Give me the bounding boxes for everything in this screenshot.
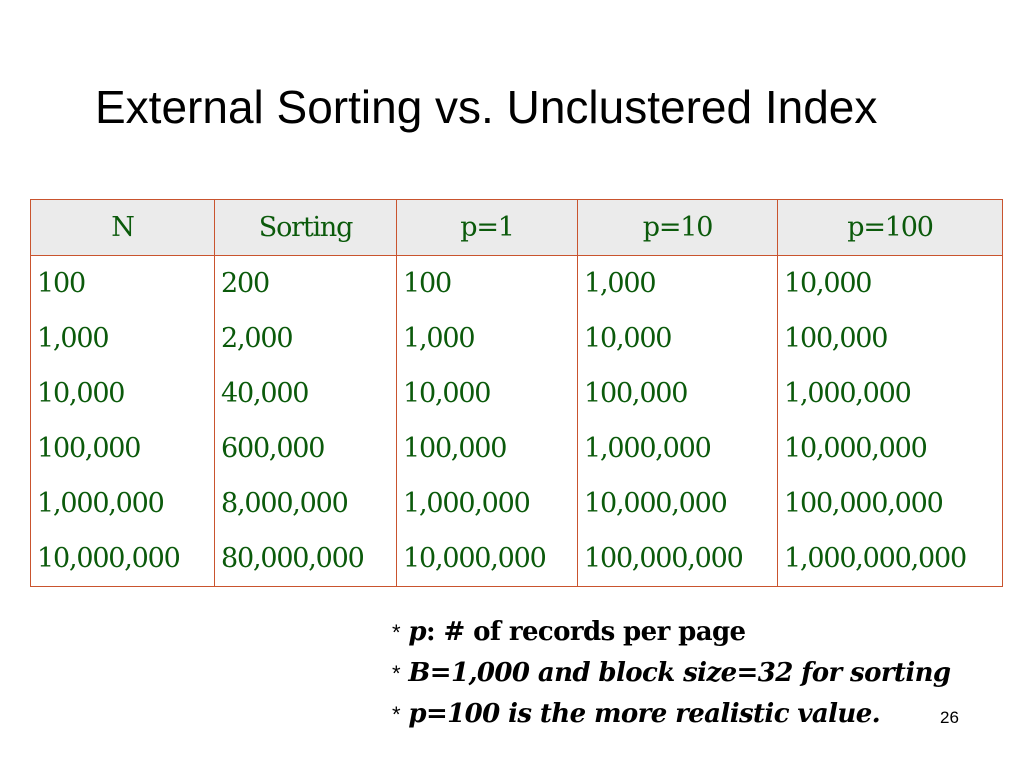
table-cell: 100,000,000: [777, 476, 1003, 531]
table-cell: 100,000: [30, 421, 215, 476]
table-row: 10,000 40,000 10,000 100,000 1,000,000: [30, 366, 1003, 421]
column-header: p=1: [396, 199, 578, 256]
page-number: 26: [940, 708, 959, 727]
table-cell: 1,000,000: [396, 476, 578, 531]
table-cell: 1,000: [396, 311, 578, 366]
table-cell: 80,000,000: [214, 531, 397, 587]
table-cell: 2,000: [214, 311, 397, 366]
table-cell: 10,000: [30, 366, 215, 421]
table-row: 100,000 600,000 100,000 1,000,000 10,000,000: [30, 421, 1003, 476]
table-cell: 10,000,000: [777, 421, 1003, 476]
table-row: 100 200 100 1,000 10,000: [30, 255, 1003, 311]
table-cell: 1,000,000: [30, 476, 215, 531]
table-cell: 200: [214, 255, 397, 311]
footnote-1: * p: # of records per page: [392, 617, 746, 647]
table-cell: 100: [30, 255, 215, 311]
slide-title: External Sorting vs. Unclustered Index: [95, 81, 878, 133]
table-cell: 100,000,000: [577, 531, 778, 587]
table-cell: 1,000: [30, 311, 215, 366]
table-cell: 100,000: [396, 421, 578, 476]
table-cell: 10,000,000: [30, 531, 215, 587]
table-cell: 1,000,000: [577, 421, 778, 476]
footnotes: * p: # of records per page * B=1,000 and…: [392, 612, 951, 735]
table-row: 10,000,000 80,000,000 10,000,000 100,000,00…: [30, 531, 1003, 587]
table-cell: 1,000: [577, 255, 778, 311]
footnote-3: * p=100 is the more realistic value.: [392, 699, 881, 729]
footnote-2: * B=1,000 and block size=32 for sorting: [392, 658, 951, 688]
column-header: Sorting: [214, 199, 397, 256]
column-header: p=100: [777, 199, 1003, 256]
comparison-table: N Sorting p=1 p=10 p=100 100 200 100 1,000 10,00…: [30, 199, 1003, 587]
table-cell: 1,000,000: [777, 366, 1003, 421]
table-cell: 100,000: [577, 366, 778, 421]
table-cell: 10,000,000: [577, 476, 778, 531]
table-cell: 40,000: [214, 366, 397, 421]
table-cell: 10,000: [396, 366, 578, 421]
table-cell: 100,000: [777, 311, 1003, 366]
table-cell: 10,000: [577, 311, 778, 366]
table-header-row: N Sorting p=1 p=10 p=100: [30, 199, 1003, 256]
table-cell: 8,000,000: [214, 476, 397, 531]
table-cell: 10,000: [777, 255, 1003, 311]
table-cell: 600,000: [214, 421, 397, 476]
table-cell: 1,000,000,000: [777, 531, 1003, 587]
table-cell: 100: [396, 255, 578, 311]
column-header: p=10: [577, 199, 778, 256]
column-header: N: [30, 199, 215, 256]
table-cell: 10,000,000: [396, 531, 578, 587]
table-row: 1,000 2,000 1,000 10,000 100,000: [30, 311, 1003, 366]
table-row: 1,000,000 8,000,000 1,000,000 10,000,000 100…: [30, 476, 1003, 531]
